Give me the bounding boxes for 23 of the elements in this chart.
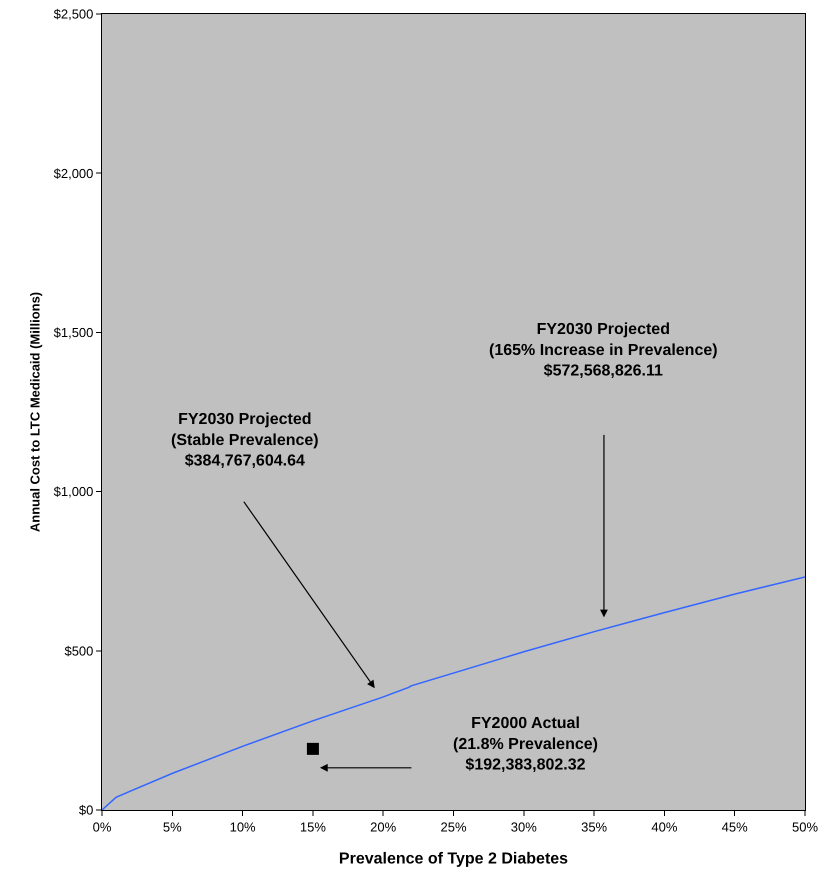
x-tick-label: 40% <box>651 820 678 835</box>
y-tick-label: $500 <box>64 643 94 658</box>
x-tick-label: 5% <box>162 820 182 835</box>
y-tick-label: $1,500 <box>54 324 94 340</box>
annotation: FY2030 Projected (165% Increase in Prevalence) $572,568,826.11 <box>489 321 718 380</box>
y-tick-label: $2,000 <box>54 166 94 181</box>
x-tick-label: 30% <box>510 820 538 835</box>
x-tick-label: 15% <box>300 820 326 835</box>
x-tick-label: 0% <box>92 820 112 835</box>
y-tick-label: $2,500 <box>54 6 94 22</box>
x-axis-title: Prevalence of Type 2 Diabetes <box>338 850 568 868</box>
x-tick-label: 50% <box>792 820 818 835</box>
x-tick-label: 10% <box>230 820 256 835</box>
annotation: FY2030 Projected (Stable Prevalence) $384,767,604.64 <box>171 411 319 470</box>
y-axis-title: Annual Cost to LTC Medicaid (Millions) <box>28 292 43 532</box>
y-tick-label: $1,000 <box>54 484 94 500</box>
x-tick-label: 45% <box>722 820 748 835</box>
x-tick-label: 20% <box>370 820 397 835</box>
y-tick-label: $0 <box>78 802 94 818</box>
x-tick-label: 25% <box>440 820 467 835</box>
x-tick-label: 35% <box>581 820 608 835</box>
annotation: FY2000 Actual (21.8% Prevalence) $192,383,802.32 <box>453 715 598 774</box>
line-series <box>102 576 805 810</box>
